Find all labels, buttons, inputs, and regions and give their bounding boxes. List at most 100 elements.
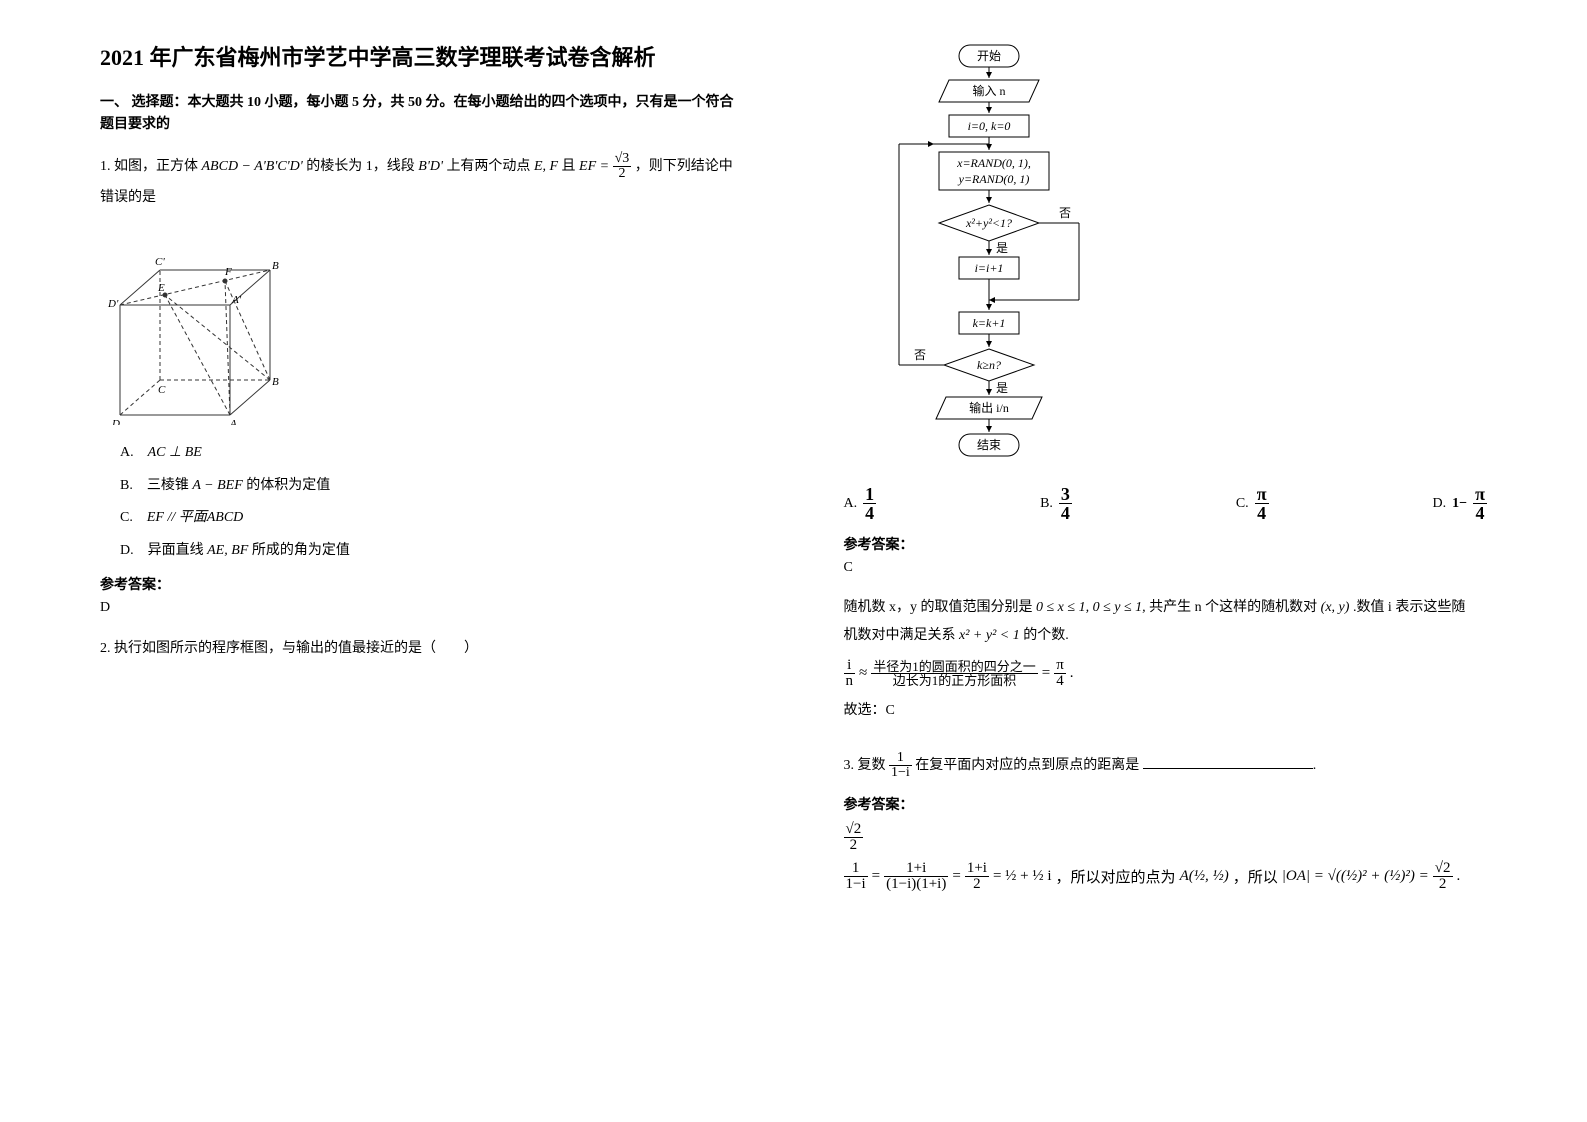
q3-w-s2-den: 2 xyxy=(965,877,989,892)
q2-ratio-mid-den: 边长为1的正方形面积 xyxy=(871,674,1038,687)
q2-a-den: 4 xyxy=(863,504,876,522)
flow-cond1-yes-label: 是 xyxy=(996,241,1008,255)
label-Cp: C' xyxy=(155,256,165,268)
q2-exp1-pair: (x, y) xyxy=(1321,600,1350,615)
q1-ef-den: 2 xyxy=(613,167,632,181)
q1-option-b: B. 三棱锥 A − BEF 的体积为定值 xyxy=(120,475,744,497)
flow-inc-k-label: k=k+1 xyxy=(972,316,1005,330)
flow-end-label: 结束 xyxy=(976,438,1000,452)
q2-explain-line1: 随机数 x，y 的取值范围分别是 0 ≤ x ≤ 1, 0 ≤ y ≤ 1, 共… xyxy=(844,594,1488,622)
line-AF xyxy=(225,281,230,415)
q2-ratio-line: i n ≈ 半径为1的圆面积的四分之一 边长为1的正方形面积 = π 4 . xyxy=(844,658,1488,689)
q2-ratio-left: i n xyxy=(844,658,856,689)
q2-exp1-mid: 共产生 n 个这样的随机数对 xyxy=(1149,600,1317,615)
q1-segment: B'D' xyxy=(418,159,443,174)
cube-diagram: A B C D A' B' C' D' E F xyxy=(100,225,744,430)
flow-cond2-no-label: 否 xyxy=(914,348,926,362)
q2-opt-c: C. π 4 xyxy=(1236,485,1269,522)
q3-w-point: A(½, ½) xyxy=(1180,868,1229,885)
q3-answer: √2 2 xyxy=(844,822,1488,853)
exam-title: 2021 年广东省梅州市学艺中学高三数学理联考试卷含解析 xyxy=(100,40,744,72)
q3-ans-den: 2 xyxy=(844,838,864,853)
flow-rand1: x=RAND(0, 1), xyxy=(956,156,1031,170)
q2-b-frac: 3 4 xyxy=(1059,485,1072,522)
q2-ratio-left-num: i xyxy=(844,658,856,674)
flow-input-label: 输入 n xyxy=(972,83,1005,98)
flow-output-label: 输出 i/n xyxy=(969,400,1009,415)
label-A: A xyxy=(229,418,237,425)
q3-answer-label: 参考答案： xyxy=(844,794,1488,814)
q2-ratio-mid: 半径为1的圆面积的四分之一 边长为1的正方形面积 xyxy=(871,660,1038,687)
q2-answer: C xyxy=(844,560,1488,576)
q2-d-frac: π 4 xyxy=(1473,485,1487,522)
q3-w-final-den: 2 xyxy=(1433,877,1453,892)
q2-c-den: 4 xyxy=(1255,504,1269,522)
q3-suffix: 在复平面内对应的点到原点的距离是 xyxy=(915,758,1139,773)
q1-opt-b-suffix: 的体积为定值 xyxy=(243,478,331,493)
q2-exp1-suffix: .数值 i 表示这些随 xyxy=(1353,600,1465,615)
q3-ans-num: √2 xyxy=(844,822,864,838)
q3-w-s1-den: (1−i)(1+i) xyxy=(884,877,948,892)
q2-c-frac: π 4 xyxy=(1255,485,1269,522)
flow-start-label: 开始 xyxy=(976,49,1000,63)
flowchart-diagram: 开始 输入 n i=0, k=0 x=RAND(0, 1), y=RAND(0,… xyxy=(844,40,1488,475)
flow-cond1-label: x²+y²<1? xyxy=(964,216,1011,230)
q2-exp2-suffix: 的个数. xyxy=(1023,628,1069,643)
q2-ratio-approx: ≈ xyxy=(859,665,867,682)
q2-ratio-right-den: 4 xyxy=(1054,674,1066,689)
q3-w-step3: = ½ + ½ i xyxy=(993,868,1052,885)
label-D: D xyxy=(111,418,120,425)
q3-w-lhs-num: 1 xyxy=(844,861,868,877)
q2-d-num: π xyxy=(1473,485,1487,504)
q1-option-c: C. EF // 平面ABCD xyxy=(120,507,744,529)
q1-opt-b-prefix: 三棱锥 xyxy=(147,478,193,493)
q2-options: A. 1 4 B. 3 4 C. π 4 D. 1− xyxy=(844,485,1488,522)
q2-exp2-rel: x² + y² < 1 xyxy=(959,628,1020,643)
q2-opt-d: D. 1− π 4 xyxy=(1433,485,1487,522)
q1-answer: D xyxy=(100,600,744,616)
q2-exp1-prefix: 随机数 x，y 的取值范围分别是 xyxy=(844,600,1033,615)
flow-cond2-label: k≥n? xyxy=(977,358,1001,372)
q3-w-lhs: 1 1−i xyxy=(844,861,868,892)
q1-opt-d-prefix: 异面直线 xyxy=(148,543,208,558)
q1-opt-a-math: AC ⊥ BE xyxy=(148,445,202,460)
q1-option-a: A. AC ⊥ BE xyxy=(120,442,744,464)
right-column: 开始 输入 n i=0, k=0 x=RAND(0, 1), y=RAND(0,… xyxy=(794,0,1587,1122)
q1-mid3: 且 xyxy=(562,159,576,174)
q2-a-frac: 1 4 xyxy=(863,485,876,522)
label-B: B xyxy=(272,376,279,388)
q2-conclude: 故选：C xyxy=(844,697,1488,725)
q2-ratio-mid-num: 半径为1的圆面积的四分之一 xyxy=(871,660,1038,674)
q2-ratio-left-den: n xyxy=(844,674,856,689)
q1-stem: 1. 如图，正方体 ABCD − A'B'C'D' 的棱长为 1，线段 B'D'… xyxy=(100,152,744,214)
flow-cond2-yes-label: 是 xyxy=(996,381,1008,395)
q3-prefix: 3. 复数 xyxy=(844,758,886,773)
flow-init-label: i=0, k=0 xyxy=(967,119,1010,133)
label-F: F xyxy=(224,266,232,278)
q2-exp1-range: 0 ≤ x ≤ 1, 0 ≤ y ≤ 1, xyxy=(1036,600,1146,615)
q3-stem: 3. 复数 1 1−i 在复平面内对应的点到原点的距离是 . xyxy=(844,751,1488,782)
q2-stem: 2. 执行如图所示的程序框图，与输出的值最接近的是（ ） xyxy=(100,634,744,665)
q1-ef-num: √3 xyxy=(613,152,632,167)
q1-mid2: 上有两个动点 xyxy=(446,159,530,174)
q2-answer-label: 参考答案： xyxy=(844,534,1488,554)
q3-working: 1 1−i = 1+i (1−i)(1+i) = 1+i 2 = ½ + ½ i… xyxy=(844,861,1488,892)
left-column: 2021 年广东省梅州市学艺中学高三数学理联考试卷含解析 一、 选择题：本大题共… xyxy=(0,0,794,1122)
q2-opt-b: B. 3 4 xyxy=(1040,485,1072,522)
line-BE xyxy=(165,295,270,380)
q1-opt-b-math: A − BEF xyxy=(192,478,242,493)
q2-b-den: 4 xyxy=(1059,504,1072,522)
edge-CpDp xyxy=(120,270,160,305)
q3-frac-den: 1−i xyxy=(889,766,912,780)
q1-ef-fraction: √3 2 xyxy=(613,152,632,181)
q3-w-step1: 1+i (1−i)(1+i) xyxy=(884,861,948,892)
q2-d-prefix: 1− xyxy=(1452,496,1467,512)
q3-w-mid1: ，所以对应的点为 xyxy=(1056,866,1176,887)
q3-w-s2-num: 1+i xyxy=(965,861,989,877)
label-Dp: D' xyxy=(107,298,119,310)
q2-ratio-right: π 4 xyxy=(1054,658,1066,689)
q3-w-mid2: ，所以 xyxy=(1233,866,1278,887)
q3-frac-num: 1 xyxy=(889,751,912,766)
label-Bp: B' xyxy=(272,260,280,272)
edge-DpBp xyxy=(120,270,270,305)
